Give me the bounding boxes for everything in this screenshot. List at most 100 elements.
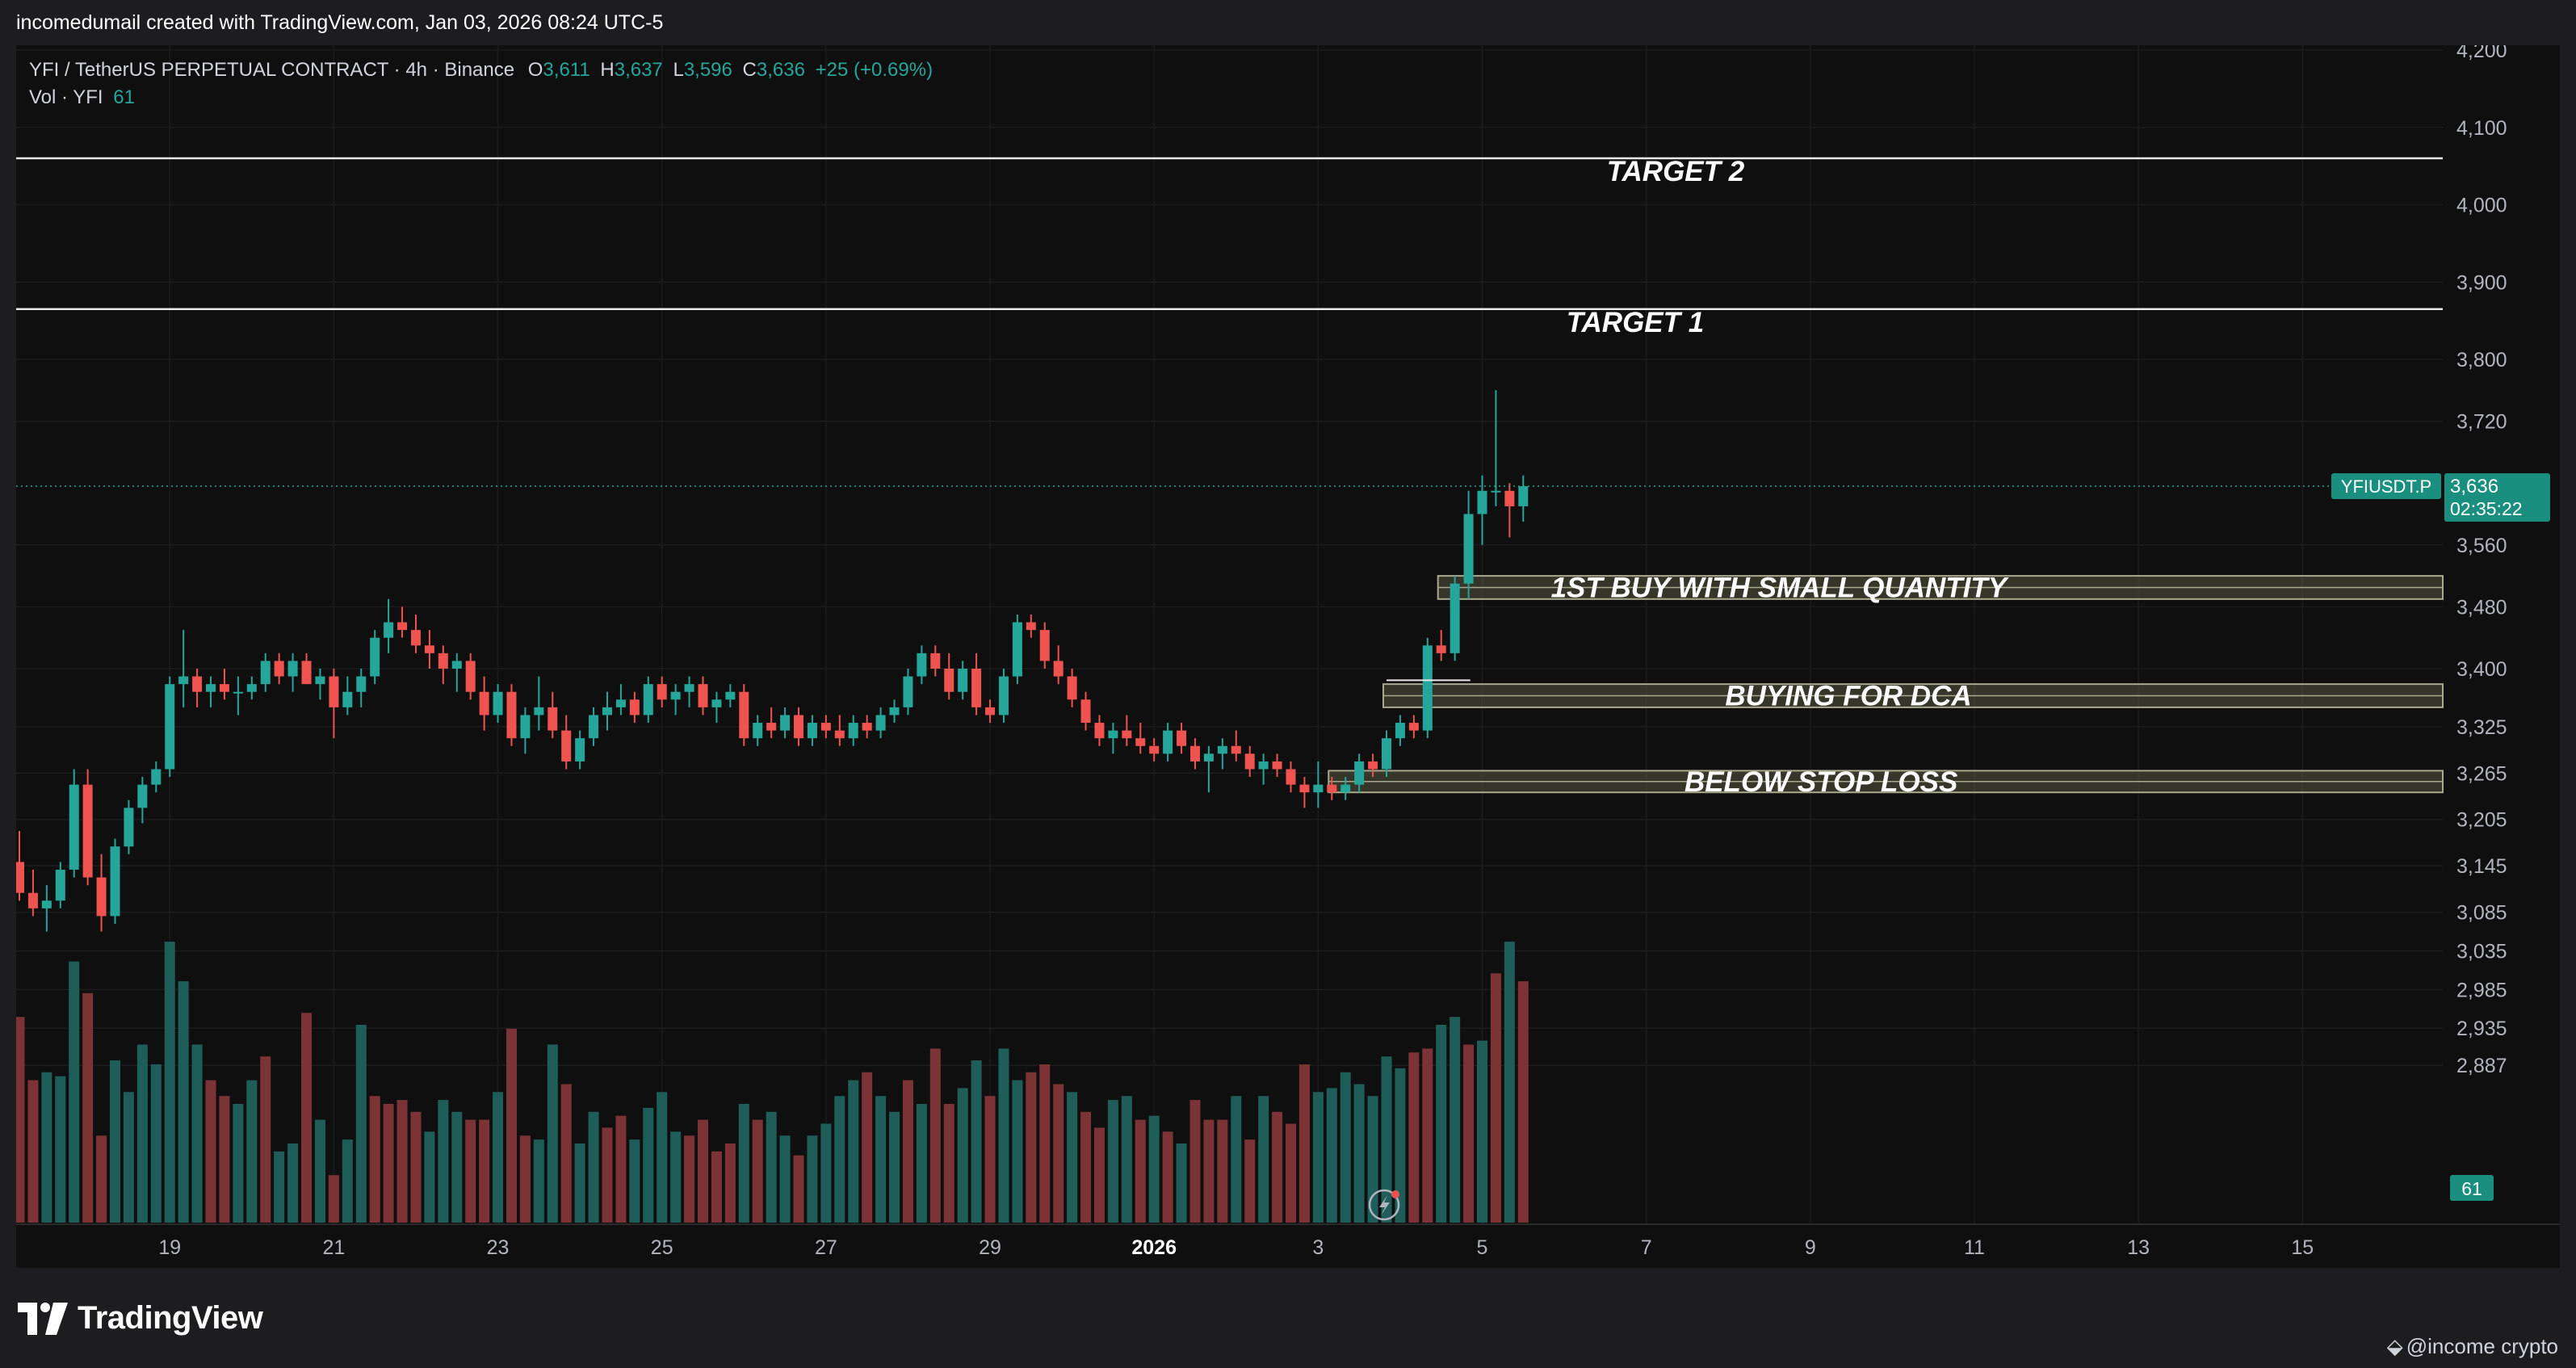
- time-axis[interactable]: 19 21 23 25 27 29 2026 3 5 7 9 11 13 15: [158, 1236, 2314, 1259]
- volume-bar: [971, 1060, 982, 1223]
- zone-label: 1ST BUY WITH SMALL QUANTITY: [1551, 572, 2009, 603]
- volume-bar: [1039, 1064, 1051, 1223]
- price-chart[interactable]: TARGET 2 TARGET 1 1ST BUY WITH SMALL QUANT…: [16, 45, 2560, 1268]
- volume-bar: [684, 1135, 695, 1223]
- open-value: 3,611: [543, 59, 590, 81]
- candle-body: [548, 707, 558, 731]
- candle-body: [711, 699, 722, 707]
- candle-body: [233, 691, 243, 694]
- candle-body: [287, 661, 298, 677]
- candle-body: [178, 676, 189, 685]
- chart-panel[interactable]: TARGET 2 TARGET 1 1ST BUY WITH SMALL QUANT…: [16, 45, 2560, 1268]
- candle-body: [1067, 676, 1077, 700]
- candle-body: [506, 691, 517, 739]
- candle-body: [739, 691, 749, 739]
- author-credit[interactable]: ⬙ @income crypto: [2387, 1334, 2558, 1359]
- candle-body: [1094, 723, 1105, 739]
- volume-bar: [1258, 1096, 1269, 1223]
- volume-bar: [191, 1044, 203, 1223]
- y-tick-label: 3,400: [2456, 658, 2507, 681]
- volume-bar: [1298, 1064, 1310, 1223]
- volume-bar: [1490, 973, 1501, 1223]
- candle-body: [834, 730, 845, 739]
- volume-bar: [670, 1131, 682, 1223]
- lightning-icon[interactable]: [1368, 1189, 1400, 1221]
- volume-bar: [875, 1096, 887, 1223]
- volume-bar: [287, 1143, 299, 1223]
- candle-body: [615, 699, 626, 707]
- candle-body: [41, 900, 52, 909]
- candle-body: [1354, 761, 1365, 785]
- volume-bar: [766, 1111, 777, 1223]
- volume-bar: [424, 1131, 435, 1223]
- overlays: [16, 485, 2443, 1221]
- candle-body: [329, 676, 339, 707]
- candle-body: [1080, 699, 1091, 724]
- x-tick-label: 23: [487, 1236, 510, 1259]
- symbol-tag: YFIUSDT.P: [2331, 473, 2441, 500]
- volume-bar: [355, 1025, 367, 1223]
- candle-body: [301, 661, 312, 685]
- candle-body: [1012, 622, 1022, 677]
- volume-tag-text: 61: [2461, 1178, 2482, 1199]
- candle-body: [889, 707, 900, 715]
- x-tick-label: 27: [815, 1236, 837, 1259]
- candle-body: [1436, 645, 1446, 653]
- candle-body: [520, 715, 531, 739]
- candle-body: [875, 715, 886, 731]
- volume-bar: [862, 1072, 873, 1223]
- candle-body: [1504, 490, 1515, 506]
- volume-bar: [41, 1072, 52, 1223]
- candle-body: [589, 715, 599, 739]
- candle-body: [438, 653, 448, 669]
- volume-bar: [493, 1092, 504, 1223]
- candle-body: [657, 684, 667, 700]
- volume-bar: [929, 1048, 941, 1223]
- volume-bar: [1135, 1119, 1146, 1223]
- candle-body: [807, 723, 817, 739]
- zone-label: BELOW STOP LOSS: [1684, 766, 1957, 798]
- candle-body: [1177, 730, 1187, 746]
- candle-body: [985, 707, 996, 715]
- volume-bar: [657, 1092, 668, 1223]
- volume-bar: [1067, 1092, 1078, 1223]
- candle-body: [602, 707, 612, 715]
- symbol-tag-text: YFIUSDT.P: [2341, 476, 2431, 497]
- volume-bar: [1504, 942, 1515, 1223]
- symbol-tag-bg: [2331, 473, 2441, 500]
- volume-bar: [410, 1111, 422, 1223]
- volume-bar: [82, 992, 94, 1223]
- candle-body: [451, 661, 462, 669]
- price-axis[interactable]: 4,200 4,100 4,000 3,900 3,800 3,720 3,560 3,480…: [2331, 45, 2550, 1201]
- candle-body: [766, 723, 777, 731]
- open-label: O: [527, 59, 543, 81]
- low-value: 3,596: [683, 59, 732, 81]
- volume-bar: [465, 1119, 476, 1223]
- volume-bar: [1176, 1143, 1187, 1223]
- high-label: H: [600, 59, 615, 81]
- candle-body: [725, 691, 736, 700]
- candle-body: [998, 676, 1009, 715]
- volume-bar: [246, 1080, 258, 1223]
- tradingview-logo[interactable]: TradingView: [18, 1300, 263, 1337]
- candle-body: [137, 784, 148, 808]
- watermark-text: incomedumail created with TradingView.co…: [16, 11, 664, 34]
- volume-bar: [205, 1080, 216, 1223]
- candle-body: [575, 738, 585, 762]
- volume-bar: [834, 1096, 845, 1223]
- volume-bar: [342, 1139, 353, 1223]
- volume-bar: [998, 1048, 1009, 1223]
- legend-line-ohlc: YFI / TetherUS PERPETUAL CONTRACT · 4h ·…: [29, 57, 938, 84]
- volume-bar: [1353, 1084, 1365, 1223]
- candle-body: [1163, 730, 1173, 754]
- candle-body: [493, 691, 503, 715]
- candle-body: [424, 645, 434, 653]
- candle-body: [465, 661, 476, 692]
- price-tag-countdown: 02:35:22: [2450, 498, 2523, 519]
- candle-body: [1231, 745, 1241, 754]
- candle-body: [1313, 784, 1324, 793]
- volume-bar: [136, 1044, 148, 1223]
- volume-bar: [793, 1155, 804, 1223]
- volume-bar: [1450, 1017, 1461, 1223]
